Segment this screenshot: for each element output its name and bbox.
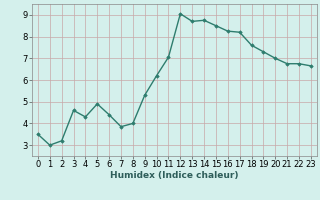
X-axis label: Humidex (Indice chaleur): Humidex (Indice chaleur) (110, 171, 239, 180)
